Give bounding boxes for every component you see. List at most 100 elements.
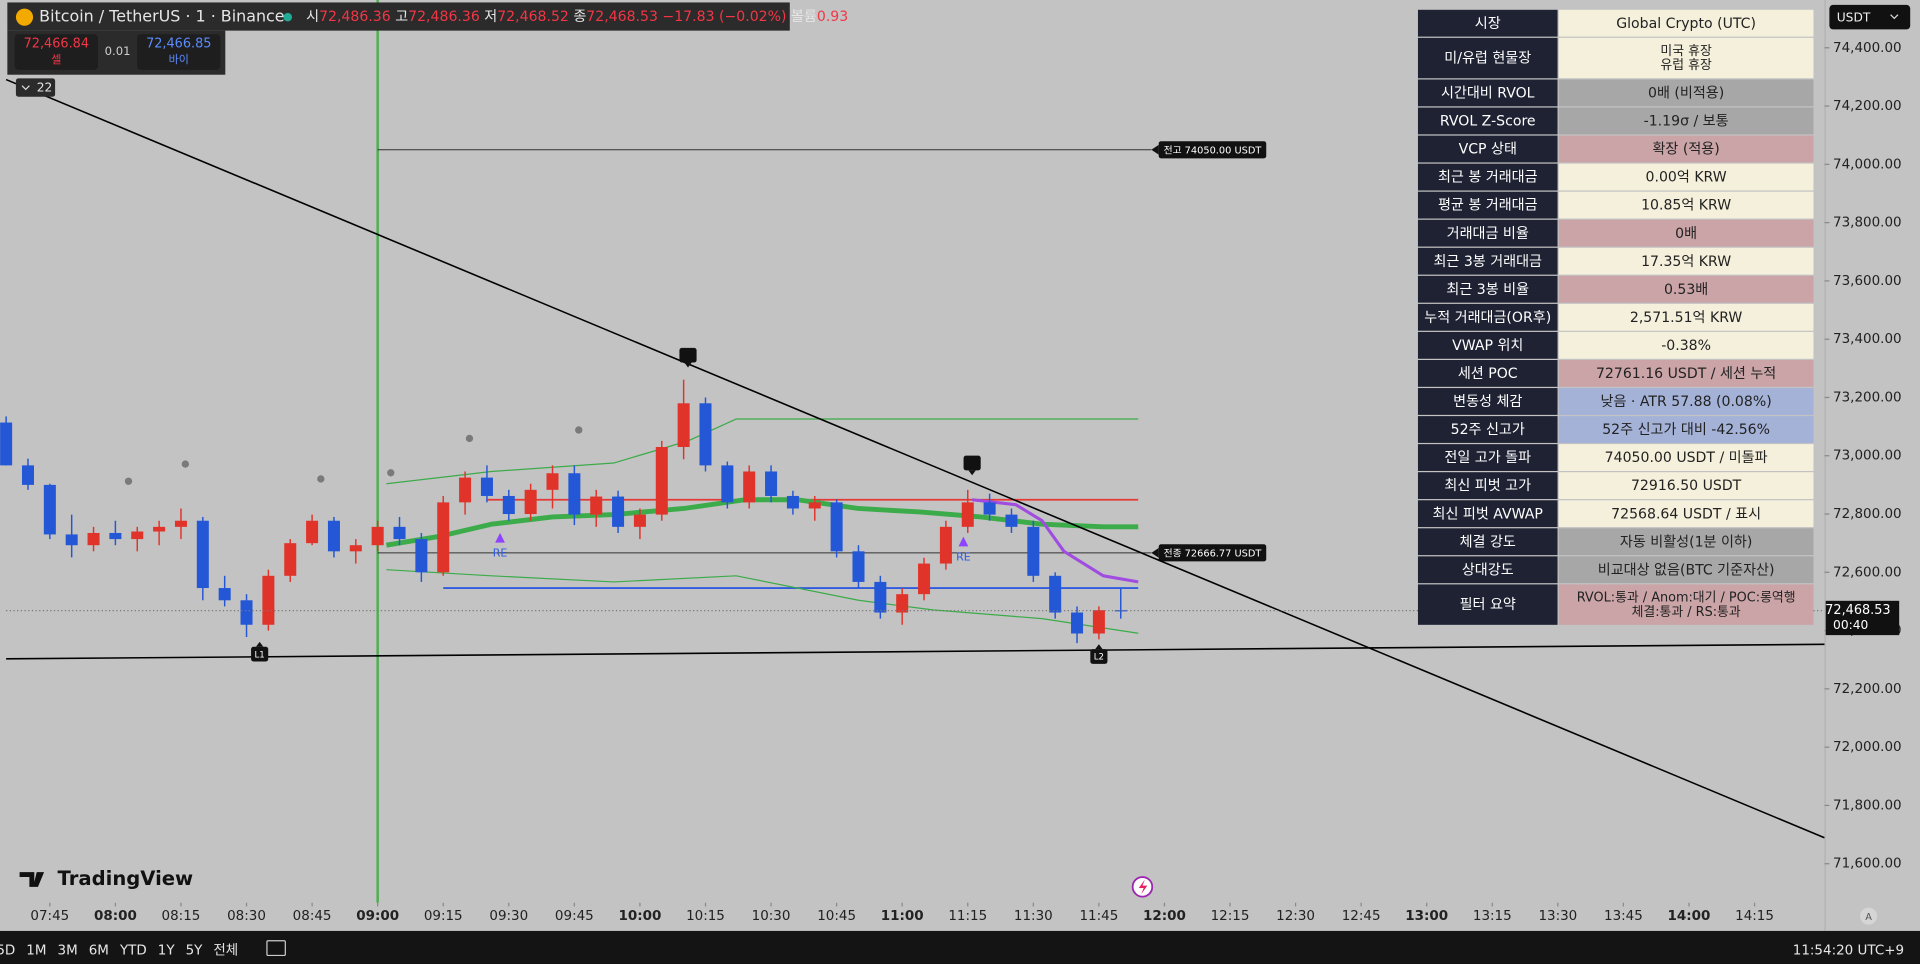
- x-tick-label: 09:15: [424, 908, 463, 924]
- ohlc-label: 종: [573, 9, 586, 25]
- badge-pointer: [255, 641, 264, 647]
- panel-value: 0.00억 KRW: [1646, 170, 1727, 186]
- status-dot: [283, 12, 293, 22]
- candle-body: [1049, 575, 1062, 613]
- range-button[interactable]: 5D: [0, 943, 15, 959]
- candle-body: [218, 588, 231, 601]
- candle-body: [393, 526, 406, 540]
- swing-dot: [465, 434, 474, 443]
- date-range-icon[interactable]: [266, 940, 286, 957]
- ohlc-value: 72,486.36: [319, 9, 391, 25]
- x-tick-label: 11:30: [1014, 908, 1053, 924]
- candle-body: [590, 496, 603, 515]
- panel-value: 0배: [1675, 226, 1697, 242]
- range-button[interactable]: 1M: [26, 943, 46, 959]
- y-tick-label: 74,200.00: [1833, 98, 1902, 114]
- panel-label: 누적 거래대금(OR후): [1424, 310, 1551, 326]
- panel-label: RVOL Z-Score: [1440, 114, 1536, 130]
- buy-label: 바이: [169, 53, 189, 66]
- candle-body: [284, 543, 297, 576]
- x-tick-label: 11:45: [1079, 908, 1118, 924]
- panel-value-cell: [1558, 247, 1814, 275]
- auto-label: A: [1865, 912, 1872, 923]
- candle-body: [0, 422, 13, 466]
- panel-label: 시장: [1475, 16, 1501, 32]
- y-tick-label: 71,800.00: [1833, 797, 1902, 813]
- panel-label-cell: [1417, 500, 1558, 528]
- range-button[interactable]: YTD: [119, 943, 147, 959]
- panel-label-cell: [1417, 556, 1558, 584]
- range-button[interactable]: 1Y: [158, 943, 176, 959]
- candle-body: [371, 526, 384, 546]
- x-tick-label: 13:45: [1604, 908, 1643, 924]
- range-button[interactable]: 5Y: [186, 943, 204, 959]
- buy-button[interactable]: [137, 34, 221, 70]
- indicator-toggle[interactable]: [15, 78, 56, 97]
- panel-value-cell: [1558, 359, 1814, 387]
- chevron: [1890, 14, 1899, 20]
- change: −17.83 (−0.02%): [662, 9, 786, 25]
- panel-value: 74050.00 USDT / 미돌파: [1605, 450, 1768, 466]
- swing-dot: [387, 469, 395, 477]
- panel-value: 2,571.51억 KRW: [1630, 310, 1743, 326]
- x-tick-label: 09:00: [356, 908, 399, 924]
- panel-label-cell: [1417, 135, 1558, 163]
- logo: TradingView: [58, 867, 194, 890]
- panel-value: Global Crypto (UTC): [1616, 16, 1756, 32]
- candle-body: [131, 531, 144, 540]
- candle-body: [743, 471, 756, 503]
- level-label: 전고 74050.00 USDT: [1164, 144, 1262, 156]
- candle-body: [502, 495, 515, 515]
- x-tick-label: 08:00: [94, 908, 137, 924]
- signal-label: RE: [956, 550, 971, 563]
- candle-body: [1027, 526, 1040, 576]
- x-tick-label: 11:00: [881, 908, 924, 924]
- y-tick-label: 71,600.00: [1833, 856, 1902, 872]
- currency: USDT: [1837, 10, 1871, 24]
- pivot-flag: [679, 347, 697, 363]
- signal-triangle: [958, 536, 969, 547]
- currency-button[interactable]: [1829, 4, 1911, 30]
- overlay: [971, 498, 1139, 584]
- candle-body: [961, 502, 974, 527]
- panel-value-cell: [1558, 528, 1814, 556]
- range-button[interactable]: 전체: [213, 943, 238, 959]
- panel-value-cell: [1558, 163, 1814, 191]
- panel-value-cell: [1558, 584, 1814, 625]
- signal-triangle: [495, 532, 505, 543]
- panel-value: 72916.50 USDT: [1631, 478, 1742, 494]
- pivot-low-label: L1: [255, 650, 265, 660]
- x-tick-label: 08:30: [227, 908, 266, 924]
- panel-value-cell: [1558, 472, 1814, 500]
- panel-value-cell: [1558, 416, 1814, 443]
- panel-label: 변동성 체감: [1453, 394, 1522, 410]
- panel-label-cell: [1417, 191, 1558, 219]
- panel-label: 52주 신고가: [1451, 422, 1525, 438]
- panel-value: 0배 (비적용): [1648, 86, 1724, 102]
- panel-label: 전일 고가 돌파: [1444, 450, 1531, 466]
- candle-body: [721, 465, 734, 503]
- panel-label-cell: [1417, 303, 1558, 331]
- x-tick-label: 13:30: [1538, 908, 1577, 924]
- panel-label-cell: [1417, 359, 1558, 387]
- sell-button[interactable]: [14, 34, 98, 70]
- level-pointer: [1151, 547, 1159, 558]
- candle-body: [1114, 610, 1127, 612]
- auto-button[interactable]: [1860, 907, 1878, 925]
- x-tick-label: 14:00: [1668, 908, 1711, 924]
- panel-label-cell: [1417, 388, 1558, 415]
- range-button[interactable]: 3M: [58, 943, 78, 959]
- panel-label-cell: [1417, 275, 1558, 303]
- panel-value: 미국 휴장: [1660, 44, 1712, 59]
- coin-icon: [15, 8, 34, 26]
- candle-body: [327, 520, 340, 552]
- level-pointer: [1151, 144, 1159, 155]
- panel-label-cell: [1417, 528, 1558, 556]
- panel-value-cell: [1558, 219, 1814, 247]
- candle-body: [1092, 610, 1105, 634]
- logo-icon: [19, 872, 45, 887]
- panel-value-cell: [1558, 388, 1814, 415]
- range-button[interactable]: 6M: [89, 943, 109, 959]
- panel-value-cell: [1558, 556, 1814, 584]
